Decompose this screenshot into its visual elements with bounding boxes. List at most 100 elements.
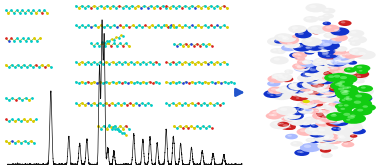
Circle shape [318,137,323,139]
Circle shape [354,97,357,99]
Circle shape [337,47,342,49]
Circle shape [296,53,307,58]
Circle shape [287,83,305,91]
Circle shape [299,92,302,94]
Circle shape [288,82,306,90]
Circle shape [307,139,311,140]
Circle shape [299,83,305,85]
Circle shape [318,93,339,102]
Circle shape [355,100,361,103]
Circle shape [270,82,274,84]
Circle shape [280,108,287,111]
Circle shape [282,74,293,79]
Circle shape [322,22,331,25]
Circle shape [305,90,309,92]
Circle shape [323,43,330,46]
Circle shape [357,66,362,68]
Circle shape [290,114,296,116]
Circle shape [294,149,310,156]
Circle shape [338,85,358,94]
Circle shape [287,43,293,45]
Circle shape [284,69,293,73]
Circle shape [329,104,334,107]
Circle shape [308,92,316,95]
Circle shape [301,90,318,98]
Circle shape [271,88,277,91]
Circle shape [278,51,281,52]
Circle shape [322,116,338,123]
Circle shape [329,81,333,82]
Circle shape [319,88,335,95]
Circle shape [311,139,315,141]
Circle shape [278,35,284,38]
Circle shape [282,36,288,39]
Circle shape [328,118,331,119]
Circle shape [332,119,349,126]
Circle shape [295,64,300,66]
Circle shape [313,97,320,100]
Circle shape [300,103,306,105]
Circle shape [324,75,334,79]
Circle shape [300,143,321,152]
Circle shape [315,110,318,111]
Circle shape [295,112,298,113]
Circle shape [336,54,342,57]
Circle shape [322,91,337,98]
Circle shape [308,81,328,89]
Circle shape [296,91,307,96]
Circle shape [317,47,335,55]
Circle shape [316,40,332,47]
Circle shape [350,39,355,41]
Circle shape [305,47,310,49]
Circle shape [302,123,306,125]
Circle shape [278,85,299,94]
Circle shape [317,91,332,98]
Circle shape [307,95,322,102]
Circle shape [298,150,309,155]
Circle shape [311,89,330,98]
Circle shape [296,107,304,111]
Circle shape [310,97,315,99]
Circle shape [329,138,335,141]
Circle shape [321,135,337,142]
Circle shape [346,119,350,121]
Circle shape [302,100,310,103]
Circle shape [280,76,293,82]
Circle shape [320,148,331,153]
Circle shape [315,116,325,120]
Circle shape [276,48,287,53]
Circle shape [317,119,322,121]
Circle shape [342,51,358,59]
Circle shape [341,106,351,110]
Circle shape [282,77,287,79]
Circle shape [309,75,321,80]
Circle shape [292,35,300,38]
Circle shape [352,96,362,100]
Circle shape [305,39,312,42]
Circle shape [330,95,349,103]
Circle shape [296,128,315,136]
Circle shape [267,37,288,46]
Circle shape [328,83,347,92]
Circle shape [273,49,277,51]
Circle shape [341,101,350,105]
Circle shape [314,127,335,136]
Circle shape [304,102,310,104]
Circle shape [350,41,361,46]
Circle shape [322,95,329,98]
Circle shape [319,16,324,18]
Circle shape [298,32,304,35]
Circle shape [326,33,331,36]
Circle shape [324,15,328,16]
Circle shape [283,87,303,96]
Circle shape [329,137,339,141]
Circle shape [294,64,310,71]
Circle shape [358,85,373,92]
Circle shape [345,53,351,55]
Circle shape [267,91,274,94]
Circle shape [331,138,335,139]
Circle shape [291,44,309,52]
Circle shape [308,82,329,91]
Circle shape [300,60,316,67]
Circle shape [320,109,330,114]
